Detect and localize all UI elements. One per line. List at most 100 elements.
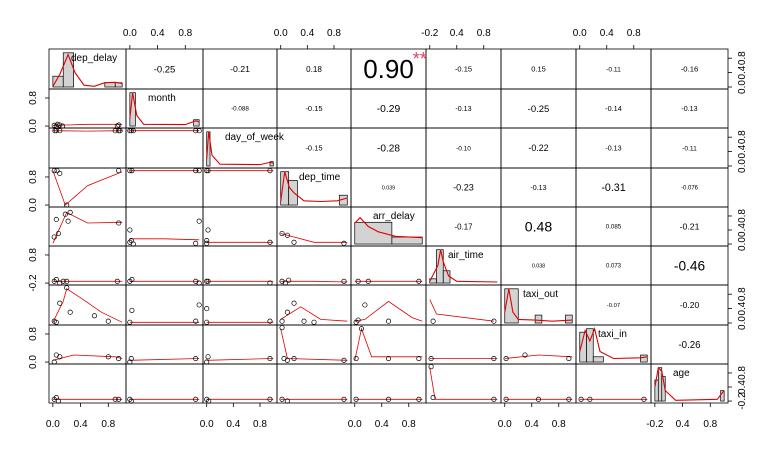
tick-label: 0.0	[123, 28, 137, 39]
scatter-point	[128, 228, 132, 232]
panel-frame	[126, 128, 203, 168]
tick-label: 0.0	[737, 316, 748, 330]
tick-label: 0.4	[300, 28, 314, 39]
variable-label: taxi_out	[523, 289, 558, 300]
panel-frame	[351, 246, 426, 285]
scatter-point	[280, 319, 284, 323]
tick-label: 0.4	[676, 419, 690, 430]
histogram-bar	[658, 368, 661, 401]
panel-frame	[49, 168, 126, 207]
scatter-point	[206, 228, 210, 232]
correlation-label: -0.14	[605, 104, 622, 113]
correlation-label: 0.48	[525, 218, 553, 234]
smooth-line	[53, 289, 122, 323]
panel-frame	[203, 246, 277, 285]
scatter-point	[205, 360, 209, 364]
correlation-label: 0.039	[382, 185, 395, 191]
tick-label: 0.0	[348, 419, 362, 430]
scatter-point	[116, 168, 120, 172]
tick-label: 0.4	[737, 144, 748, 158]
correlation-label: -0.26	[678, 340, 700, 351]
correlation-label: -0.13	[681, 105, 697, 113]
tick-label: 0.8	[477, 28, 491, 39]
correlation-label: -0.20	[680, 300, 700, 310]
tick-label: 0.8	[178, 28, 192, 39]
variable-label: month	[148, 93, 176, 104]
tick-label: 0.0	[737, 80, 748, 94]
tick-label: 0.8	[28, 327, 39, 341]
panel-frame	[277, 364, 351, 403]
correlation-label: -0.22	[528, 143, 548, 153]
correlation-label: -0.11	[682, 145, 697, 152]
panel-frame	[203, 285, 277, 325]
scatter-point	[312, 320, 316, 324]
tick-label: 0.8	[627, 28, 641, 39]
histogram-bar	[593, 357, 603, 362]
correlation-label: -0.088	[231, 106, 249, 113]
panel-frame	[203, 364, 277, 403]
tick-label: 0.8	[28, 248, 39, 262]
tick-label: 0.8	[737, 130, 748, 144]
histogram-bar	[289, 180, 298, 205]
tick-label: 0.8	[737, 366, 748, 380]
correlation-label: -0.23	[453, 183, 474, 193]
tick-label: 0.8	[28, 170, 39, 184]
tick-label: 0.4	[375, 419, 389, 430]
correlation-label: -0.25	[528, 104, 550, 115]
panel-frame	[501, 325, 576, 364]
scatter-point	[342, 279, 346, 283]
tick-label: -0.2	[28, 274, 39, 292]
correlation-label: -0.31	[601, 182, 625, 194]
correlation-label: 0.038	[532, 263, 545, 269]
panel-frame	[277, 285, 351, 325]
tick-label: 0.0	[28, 355, 39, 369]
panel-frame	[203, 325, 277, 364]
correlation-label: -0.15	[305, 104, 322, 113]
tick-label: 0.0	[737, 237, 748, 251]
correlation-label: -0.11	[606, 66, 621, 73]
correlation-label: -0.28	[377, 144, 400, 155]
correlation-label: -0.17	[455, 222, 473, 231]
panel-frame	[49, 246, 126, 285]
scatter-point	[58, 171, 62, 175]
scatter-point	[205, 306, 209, 310]
panel-frame	[49, 89, 126, 128]
smooth-line	[130, 239, 199, 240]
smooth-line	[430, 368, 498, 400]
correlation-label: -0.07	[607, 303, 620, 309]
correlation-label: -0.13	[530, 184, 546, 192]
scatter-point	[106, 319, 110, 323]
tick-label: 0.8	[703, 419, 717, 430]
scatter-point	[54, 217, 58, 221]
smooth-line	[207, 359, 274, 361]
correlation-label: -0.076	[681, 186, 699, 192]
tick-label: 0.4	[600, 28, 614, 39]
variable-label: dep_time	[299, 172, 341, 183]
panel-frame	[126, 246, 203, 285]
smooth-line	[355, 329, 423, 361]
smooth-line	[53, 355, 122, 360]
tick-label: 0.8	[552, 419, 566, 430]
scatter-point	[354, 356, 358, 360]
correlation-label: 0.085	[606, 224, 622, 231]
scatter-point	[342, 241, 346, 245]
smooth-line	[430, 300, 494, 322]
correlation-label: -0.25	[154, 64, 176, 75]
scatter-point	[431, 319, 435, 323]
smooth-line	[281, 234, 348, 243]
tick-label: 0.0	[46, 419, 60, 430]
panel-frame	[126, 168, 203, 207]
variable-label: taxi_in	[598, 329, 627, 340]
scatter-point	[92, 314, 96, 318]
scatter-point	[285, 310, 289, 314]
smooth-line	[281, 329, 348, 361]
scatter-point	[116, 123, 120, 127]
correlation-label: -0.21	[230, 64, 250, 74]
correlation-label: 0.15	[531, 65, 546, 74]
scatter-point	[280, 325, 284, 329]
histogram-bar	[392, 237, 422, 244]
correlation-label: -0.16	[681, 65, 699, 74]
smooth-line	[53, 124, 122, 125]
correlation-label: -0.10	[456, 145, 471, 152]
